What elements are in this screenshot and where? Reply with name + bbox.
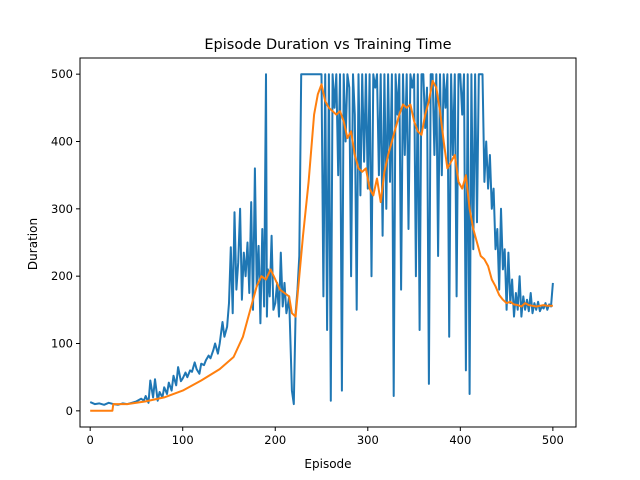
y-tick-label: 300 xyxy=(51,202,73,216)
x-tick-label: 400 xyxy=(449,433,471,447)
y-tick-label: 500 xyxy=(51,67,73,81)
y-tick-label: 400 xyxy=(51,134,73,148)
x-axis: 0 100 200 300 400 500 xyxy=(87,427,564,447)
y-axis-label: Duration xyxy=(26,218,40,270)
plot-area xyxy=(89,73,554,412)
x-tick-label: 300 xyxy=(357,433,379,447)
chart-title: Episode Duration vs Training Time xyxy=(204,37,451,53)
axes-frame xyxy=(79,57,577,428)
x-tick-label: 500 xyxy=(542,433,564,447)
x-tick-label: 200 xyxy=(264,433,286,447)
x-axis-label: Episode xyxy=(304,457,351,471)
y-axis: 0 100 200 300 400 500 xyxy=(51,67,80,418)
y-tick-label: 100 xyxy=(51,337,73,351)
series-line-1 xyxy=(89,73,554,406)
y-tick-label: 0 xyxy=(66,404,73,418)
x-tick-label: 100 xyxy=(172,433,194,447)
y-tick-label: 200 xyxy=(51,269,73,283)
x-tick-label: 0 xyxy=(87,433,94,447)
series-line-2 xyxy=(90,79,553,412)
